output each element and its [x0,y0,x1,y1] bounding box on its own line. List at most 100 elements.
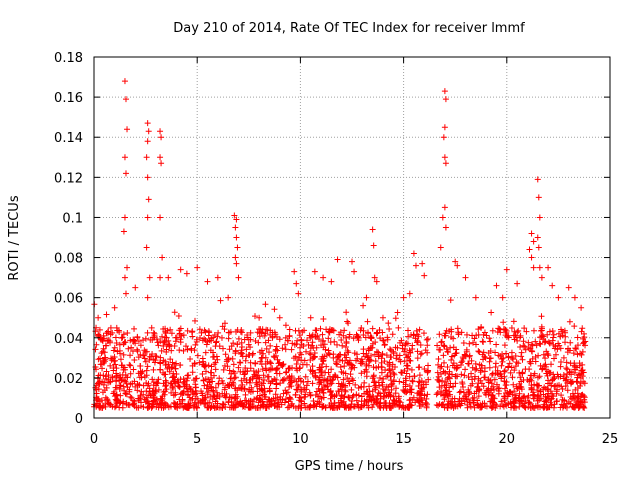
chart-title: Day 210 of 2014, Rate Of TEC Index for r… [173,21,525,36]
data-point [516,369,523,376]
data-point [233,328,240,335]
data-point [119,334,126,341]
data-point [366,383,373,390]
data-point [562,383,569,390]
data-point [300,378,307,385]
data-point [516,397,523,404]
data-point [441,343,448,350]
data-point [241,385,248,392]
data-point [476,386,483,393]
data-point [191,347,198,354]
y-tick-label: 0.12 [54,171,83,186]
data-point [530,395,537,402]
data-point [500,319,507,326]
data-point [563,365,570,372]
data-point [204,278,211,285]
data-point [172,365,179,372]
data-point [221,320,228,327]
data-point [397,399,404,406]
data-point [386,400,393,407]
data-point [446,384,453,391]
data-point [333,358,340,365]
data-point [312,374,319,381]
data-point [100,345,107,352]
data-point [221,326,228,333]
data-point [389,331,396,338]
data-point [144,294,151,301]
data-point [113,365,120,372]
data-point [509,354,516,361]
data-point [453,364,460,371]
data-point [286,332,293,339]
data-point [316,377,323,384]
data-point [495,390,502,397]
data-point [295,327,302,334]
data-point [200,358,207,365]
data-point [124,264,131,271]
data-point [413,327,420,334]
data-point [145,128,152,135]
data-point [227,375,234,382]
data-point [124,330,131,337]
data-point [146,385,153,392]
data-point [495,371,502,378]
data-point [314,398,321,405]
data-point [245,341,252,348]
data-point [491,386,498,393]
data-point [361,401,368,408]
data-point [185,372,192,379]
data-point [370,372,377,379]
data-point [401,367,408,374]
data-point [510,398,517,405]
data-point [307,356,314,363]
data-point [376,403,383,410]
data-point [416,402,423,409]
data-point [145,392,152,399]
data-point [163,379,170,386]
data-point [267,401,274,408]
data-point [342,344,349,351]
data-point [306,389,313,396]
data-point [438,391,445,398]
data-point [261,391,268,398]
y-tick-label: 0.18 [54,51,83,66]
data-point [578,328,585,335]
data-point [388,354,395,361]
data-point [550,341,557,348]
data-point [239,381,246,388]
data-point [424,391,431,398]
data-point [269,365,276,372]
data-point [545,339,552,346]
data-point [535,244,542,251]
data-point [162,338,169,345]
data-point [193,404,200,411]
data-point [185,404,192,411]
data-point [449,371,456,378]
data-point [505,400,512,407]
data-point [538,313,545,320]
data-point [462,352,469,359]
data-point [302,404,309,411]
data-point [309,380,316,387]
data-point [320,382,327,389]
y-tick-label: 0.1 [62,211,83,226]
y-axis-label: ROTI / TECUs [7,195,22,280]
data-point [264,399,271,406]
data-point [152,352,159,359]
data-point [325,350,332,357]
data-point [546,340,553,347]
data-point [121,154,128,161]
data-point [566,318,573,325]
data-point [379,337,386,344]
data-point [298,397,305,404]
data-point [573,364,580,371]
data-point [208,337,215,344]
data-point [384,372,391,379]
data-point [169,383,176,390]
data-point [263,326,270,333]
data-point [531,381,538,388]
data-point [298,341,305,348]
data-point [313,403,320,410]
data-point [465,373,472,380]
data-point [458,329,465,336]
